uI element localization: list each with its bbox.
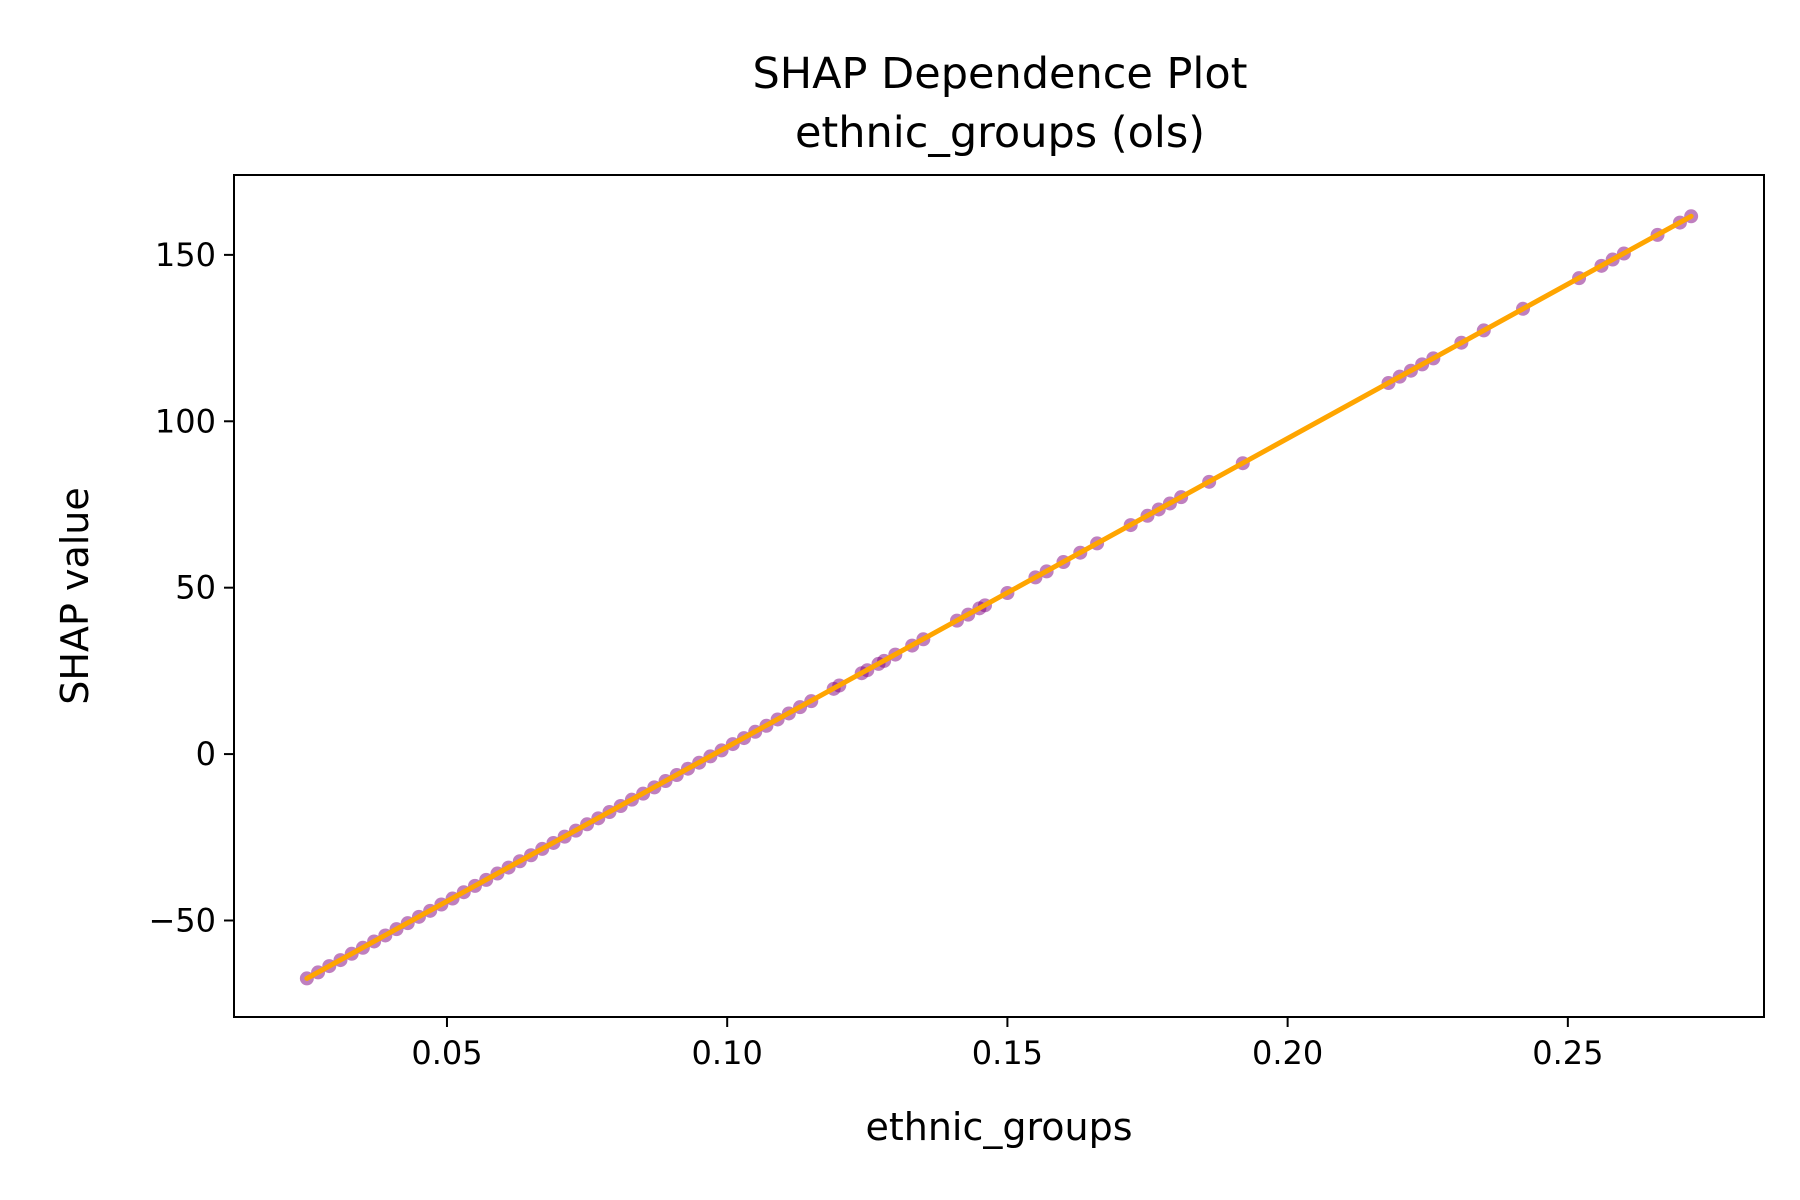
y-axis: −50 0 50 100 150 — [148, 236, 234, 939]
x-tick-label: 0.15 — [972, 1034, 1043, 1072]
chart-title: SHAP Dependence Plot — [752, 49, 1247, 99]
x-tick-label: 0.10 — [692, 1034, 763, 1072]
trend-line — [304, 213, 1694, 981]
x-tick-label: 0.25 — [1532, 1034, 1603, 1072]
plot-area — [299, 209, 1699, 986]
chart-subtitle: ethnic_groups (ols) — [795, 108, 1205, 158]
x-tick-label: 0.20 — [1252, 1034, 1323, 1072]
y-tick-label: 100 — [155, 402, 216, 440]
y-tick-label: −50 — [148, 901, 216, 939]
x-tick-label: 0.05 — [411, 1034, 482, 1072]
x-axis: 0.05 0.10 0.15 0.20 0.25 — [411, 1017, 1603, 1072]
x-axis-label: ethnic_groups — [865, 1105, 1132, 1149]
y-axis-label: SHAP value — [53, 487, 97, 704]
plot-frame — [233, 174, 1765, 1018]
y-tick-label: 150 — [155, 236, 216, 274]
y-tick-label: 0 — [196, 735, 216, 773]
y-tick-label: 50 — [175, 569, 216, 607]
